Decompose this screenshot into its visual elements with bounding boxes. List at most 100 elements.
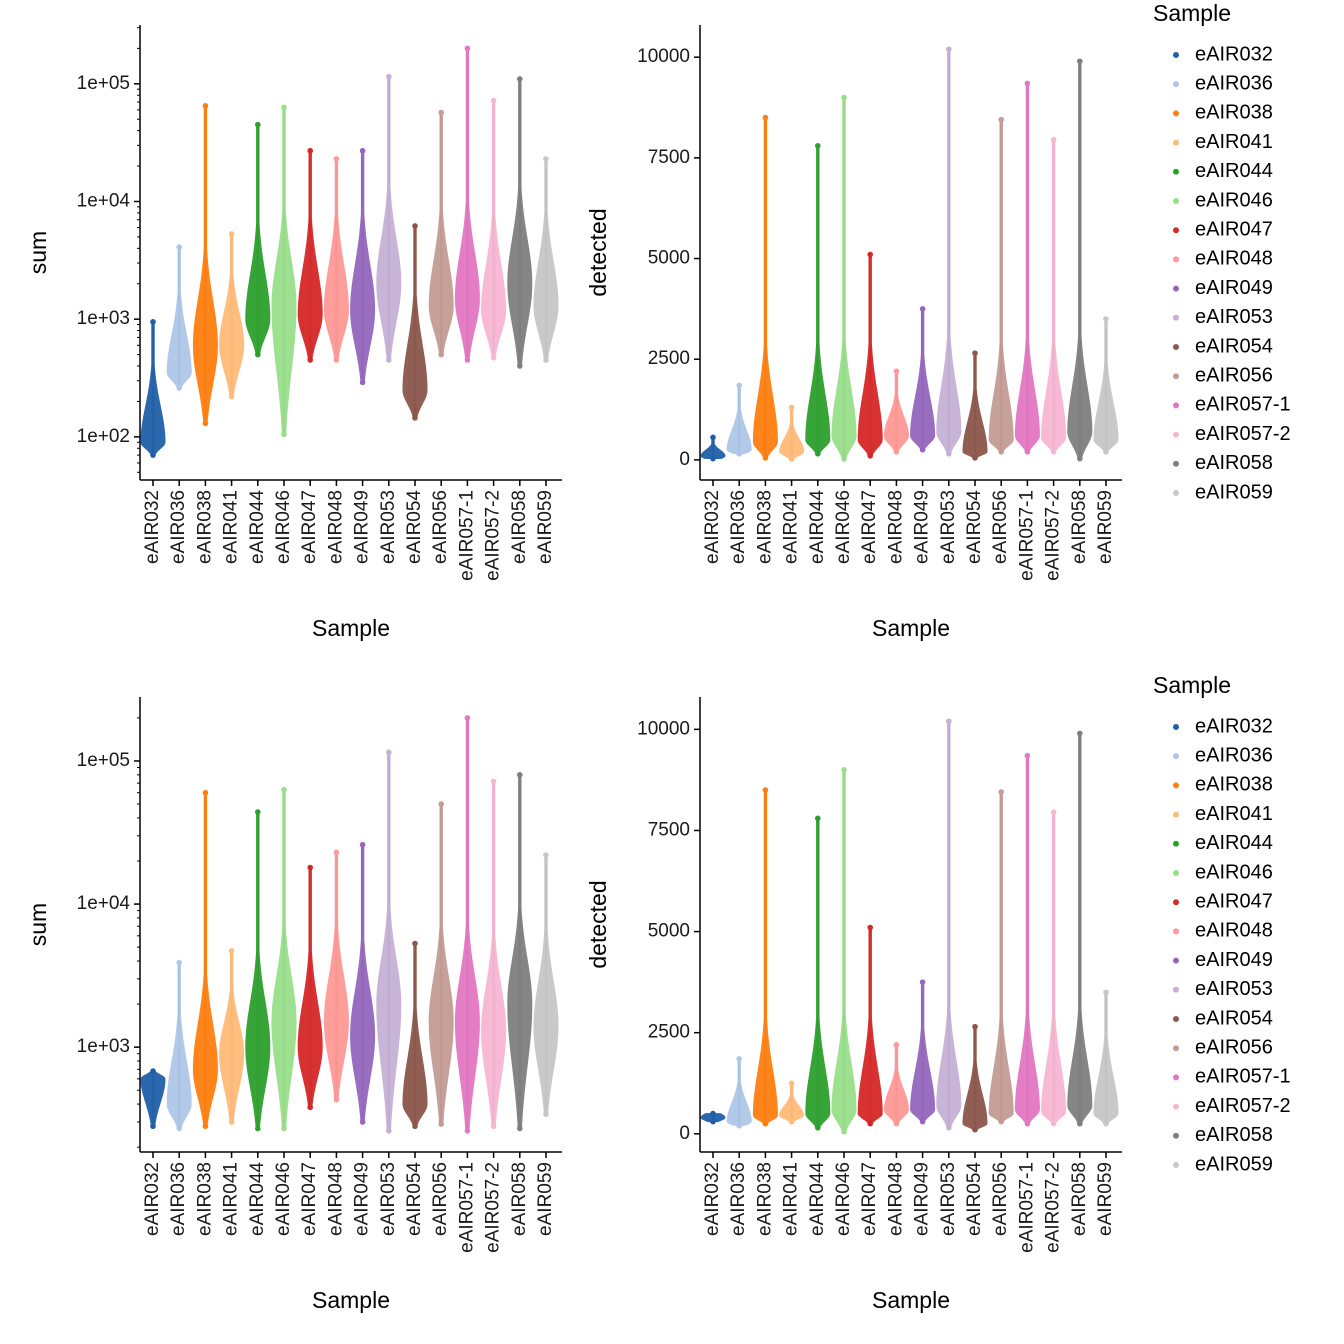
x-tick-label: eAIR058 [509, 490, 530, 564]
x-tick-label: eAIR046 [833, 490, 854, 564]
violin [271, 106, 297, 435]
violin [988, 119, 1014, 453]
violin [857, 254, 883, 457]
violin [140, 1070, 166, 1127]
x-tick-label: eAIR059 [535, 1162, 556, 1236]
max-point [490, 97, 497, 104]
legend-label: eAIR041 [1195, 803, 1273, 825]
legend-swatch [1173, 1045, 1179, 1052]
min-point [333, 1096, 340, 1103]
x-tick-label: eAIR044 [247, 490, 268, 564]
min-point [1050, 449, 1057, 455]
min-point [202, 420, 209, 427]
x-tick-label: eAIR054 [964, 490, 985, 564]
violin [726, 1058, 752, 1127]
max-point [176, 959, 182, 966]
max-point [972, 350, 978, 356]
violin [140, 321, 166, 456]
x-tick-label: eAIR038 [194, 490, 215, 564]
max-point [1050, 809, 1057, 816]
violin [831, 96, 857, 460]
x-tick-label: eAIR054 [964, 1162, 985, 1236]
max-point [867, 924, 873, 931]
violin [481, 100, 507, 359]
x-tick-label: eAIR059 [1095, 1162, 1116, 1236]
violin [533, 854, 559, 1115]
min-point [490, 1123, 497, 1130]
x-tick-label: eAIR038 [754, 490, 775, 564]
legend-swatch [1173, 402, 1179, 409]
x-tick-label: eAIR048 [325, 1162, 346, 1236]
legend-label: eAIR057-1 [1195, 1066, 1291, 1088]
min-point [788, 1118, 795, 1125]
min-point [150, 1123, 156, 1130]
legend-swatch [1173, 490, 1179, 496]
legend-swatch [1173, 753, 1179, 760]
max-point [762, 787, 769, 793]
max-point [1103, 989, 1109, 996]
y-axis-title: detected [585, 208, 611, 296]
legend-label: eAIR049 [1195, 277, 1273, 299]
min-point [202, 1123, 209, 1130]
min-point [710, 455, 716, 462]
x-tick-label: eAIR059 [535, 490, 556, 564]
violin [883, 1044, 909, 1125]
max-point [543, 156, 549, 162]
y-tick-label: 2500 [648, 1022, 690, 1043]
legend-swatch [1173, 928, 1179, 935]
legend-swatch [1173, 344, 1179, 350]
x-tick-label: eAIR058 [509, 1162, 530, 1236]
min-point [972, 1126, 978, 1133]
min-point [1050, 1120, 1057, 1127]
violin [962, 352, 988, 459]
max-point [736, 382, 742, 389]
violin [910, 981, 936, 1123]
min-point [176, 1125, 182, 1132]
max-point [386, 73, 392, 80]
max-point [254, 121, 261, 128]
x-tick-label: eAIR044 [807, 490, 828, 564]
legend-swatch [1173, 285, 1179, 292]
min-point [490, 354, 497, 361]
max-point [946, 718, 952, 725]
min-point [946, 451, 952, 457]
legend-label: eAIR038 [1195, 102, 1273, 124]
legend-label: eAIR048 [1195, 248, 1273, 270]
x-tick-label: eAIR032 [142, 490, 163, 564]
x-tick-label: eAIR049 [912, 1162, 933, 1236]
x-tick-label: eAIR057-2 [483, 1162, 504, 1253]
x-tick-label: eAIR059 [1095, 490, 1116, 564]
x-tick-label: eAIR047 [859, 490, 880, 564]
violin [910, 308, 936, 451]
x-tick-label: eAIR057-1 [1016, 1162, 1037, 1253]
y-tick-label: 10000 [637, 718, 690, 739]
legend-swatch [1173, 1074, 1179, 1081]
max-point [736, 1056, 742, 1062]
min-point [228, 393, 235, 400]
max-point [1024, 80, 1031, 87]
legend-title: Sample [1153, 672, 1231, 698]
legend-swatch [1173, 899, 1179, 906]
legend-swatch [1173, 957, 1179, 964]
x-tick-label: eAIR032 [142, 1162, 163, 1236]
max-point [1103, 316, 1109, 322]
legend-label: eAIR032 [1195, 43, 1273, 65]
min-point [517, 363, 523, 369]
violin [192, 105, 218, 424]
x-axis-title: Sample [312, 1287, 390, 1313]
violin [1093, 991, 1119, 1125]
violin [323, 158, 349, 361]
x-tick-label: eAIR053 [938, 490, 959, 564]
x-tick-label: eAIR038 [194, 1162, 215, 1236]
legend-label: eAIR036 [1195, 744, 1273, 766]
max-point [1077, 58, 1083, 65]
min-point [710, 1118, 716, 1125]
min-point [359, 1119, 366, 1125]
max-point [919, 306, 926, 312]
min-point [1103, 449, 1109, 455]
min-point [867, 1120, 873, 1127]
x-tick-label: eAIR057-1 [1016, 490, 1037, 581]
min-point [893, 1120, 900, 1127]
x-tick-label: eAIR053 [938, 1162, 959, 1236]
legend-label: eAIR057-1 [1195, 394, 1291, 416]
